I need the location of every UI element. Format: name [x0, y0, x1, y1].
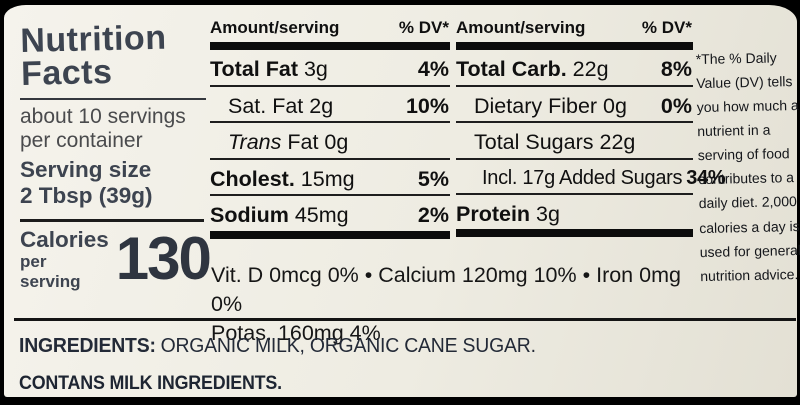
- row-added-sugars: Incl. 17g Added Sugars 34%: [456, 160, 726, 195]
- column-bottom-bar: [210, 230, 450, 239]
- nutrient-dv: 5%: [417, 166, 449, 191]
- nutrient-dv: 10%: [405, 93, 449, 118]
- column-header: Amount/serving % DV*: [456, 15, 693, 42]
- calories-value: 130: [115, 225, 212, 293]
- nutrient-amount: 3g: [530, 201, 560, 226]
- nutrient-rows: Total Carb. 22g 8% Dietary Fiber 0g 0% T…: [456, 50, 726, 230]
- nutrient-amount: Incl. 17g Added Sugars: [482, 166, 683, 189]
- row-sat-fat: Sat. Fat 2g 10%: [210, 87, 450, 124]
- row-protein: Protein 3g: [456, 195, 693, 230]
- nutrient-amount: 45mg: [288, 203, 349, 228]
- nutrient-amount: 22g: [566, 57, 609, 81]
- row-cholesterol: Cholest. 15mg 5%: [210, 160, 450, 197]
- nutrition-facts-panel: Nutrition Facts about 10 servings per co…: [20, 19, 212, 292]
- serving-size-label: Serving size: [20, 157, 152, 183]
- amount-serving-header: Amount/serving: [456, 18, 586, 37]
- calories-row: Calories per serving 130: [20, 226, 212, 292]
- percent-dv-header: % DV*: [398, 18, 449, 37]
- nutrient-column-fats: Amount/serving % DV* Total Fat 3g 4% Sat…: [210, 15, 450, 239]
- title-line-2: Facts: [20, 52, 113, 93]
- nutrition-label: Nutrition Facts about 10 servings per co…: [4, 5, 800, 397]
- title-divider: [20, 98, 206, 101]
- ingredients-label: INGREDIENTS:: [19, 335, 156, 357]
- nutrient-dv: 4%: [417, 57, 449, 81]
- nutrient-name: Total Carb.: [456, 57, 567, 81]
- amount-serving-header: Amount/serving: [210, 18, 340, 37]
- allergen-statement: CONTANS MILK INGREDIENTS.: [19, 373, 282, 394]
- nutrient-amount: Dietary Fiber 0g: [474, 93, 627, 118]
- header-bar: [456, 42, 693, 50]
- percent-dv-header: % DV*: [641, 18, 692, 37]
- ingredients-text: ORGANIC MILK, ORGANIC CANE SUGAR.: [160, 335, 536, 357]
- micronutrients-line-2: Potas. 160mg 4%: [211, 320, 381, 345]
- nutrient-name: Protein: [456, 201, 531, 226]
- nutrient-rows: Total Fat 3g 4% Sat. Fat 2g 10% Trans Fa…: [210, 50, 450, 231]
- micronutrients-line-1: Vit. D 0mcg 0% • Calcium 120mg 10% • Iro…: [211, 263, 681, 316]
- daily-value-footnote: *The % Daily Value (DV) tells you how mu…: [695, 49, 800, 284]
- header-bar: [210, 42, 450, 50]
- serving-size: Serving size 2 Tbsp (39g): [20, 157, 206, 208]
- nutrient-dv: 0%: [660, 93, 692, 118]
- column-header: Amount/serving % DV*: [210, 15, 450, 42]
- calories-label: Calories: [20, 226, 109, 252]
- calories-divider: [20, 218, 204, 222]
- calories-sublabel: per serving: [20, 252, 81, 291]
- nutrient-name: Sodium: [210, 203, 289, 228]
- ingredients-divider: [14, 318, 796, 321]
- servings-per-container: about 10 servings per container: [20, 105, 206, 152]
- row-total-fat: Total Fat 3g 4%: [210, 50, 450, 87]
- nutrient-dv: 2%: [417, 203, 449, 228]
- row-total-carb: Total Carb. 22g 8%: [456, 50, 693, 87]
- nutrient-amount: 15mg: [294, 166, 355, 191]
- servings-line-1: about 10 servings: [20, 105, 186, 129]
- row-dietary-fiber: Dietary Fiber 0g 0%: [456, 87, 693, 124]
- title-line-1: Nutrition: [19, 18, 167, 60]
- serving-size-value: 2 Tbsp (39g): [20, 182, 153, 208]
- nutrient-amount: Sat. Fat 2g: [228, 93, 334, 118]
- nutrient-dv: 34%: [686, 166, 726, 189]
- nutrient-amount: Fat 0g: [281, 130, 349, 155]
- nutrient-dv: 8%: [660, 57, 692, 81]
- nutrition-facts-title: Nutrition Facts: [19, 18, 207, 93]
- row-trans-fat: Trans Fat 0g: [210, 123, 450, 160]
- nutrient-name: Total Fat: [210, 57, 298, 81]
- row-sodium: Sodium 45mg 2%: [210, 196, 450, 231]
- micronutrients: Vit. D 0mcg 0% • Calcium 120mg 10% • Iro…: [211, 261, 697, 347]
- nutrient-amount: Total Sugars 22g: [474, 130, 636, 155]
- servings-line-2: per container: [20, 128, 143, 152]
- ingredients-statement: INGREDIENTS: ORGANIC MILK, ORGANIC CANE S…: [19, 335, 737, 358]
- calories-labels: Calories per serving: [20, 226, 109, 292]
- nutrient-name-italic: Trans: [228, 130, 282, 155]
- nutrient-column-carbs: Amount/serving % DV* Total Carb. 22g 8% …: [456, 15, 726, 238]
- nutrient-amount: 3g: [297, 57, 328, 81]
- row-total-sugars: Total Sugars 22g: [456, 123, 693, 160]
- column-bottom-bar: [456, 229, 693, 238]
- nutrient-name: Cholest.: [210, 166, 295, 191]
